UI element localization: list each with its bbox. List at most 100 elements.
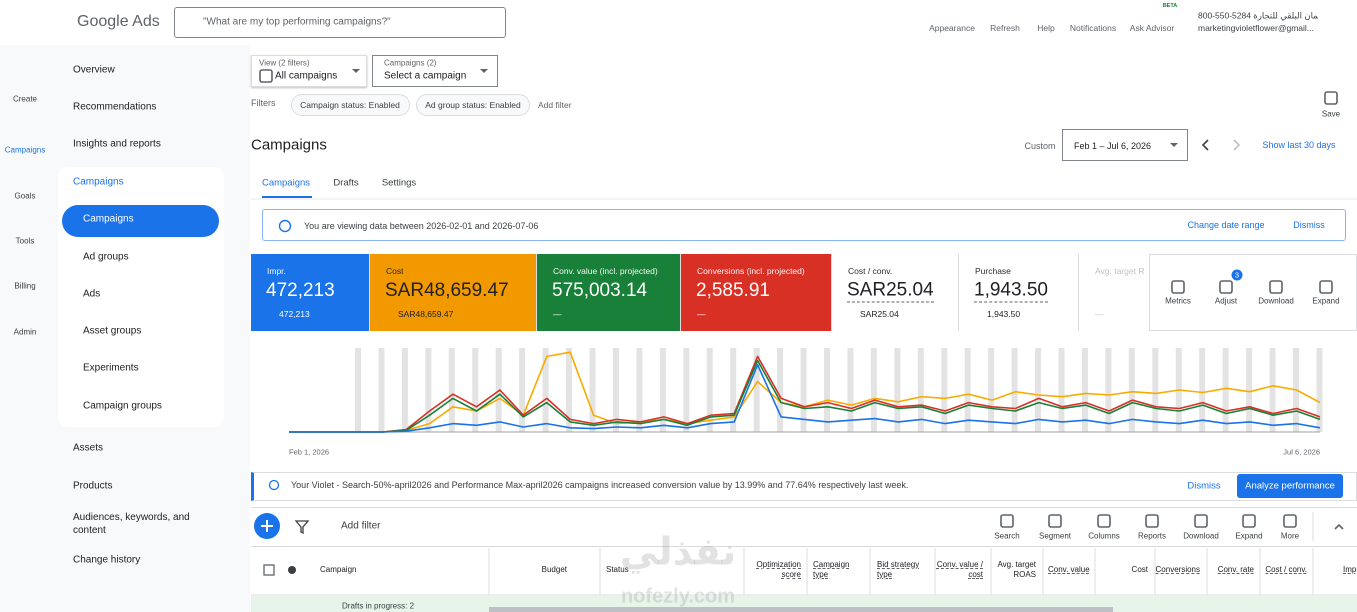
table-tool[interactable]: Segment [1038,531,1072,541]
checkbox [263,564,275,576]
column-header[interactable]: Avg. target ROAS [997,560,1036,579]
campaign-selector[interactable] [372,55,498,87]
weekend-band [1269,348,1276,432]
nav-item[interactable]: Audiences, keywords, and content [73,512,190,536]
chart-tool[interactable]: Metrics [1165,296,1191,306]
selector-label: Campaigns (2) [384,58,437,68]
weekend-band [1011,348,1018,432]
add-filter[interactable]: Add filter [538,100,572,110]
weekend-band [964,348,971,432]
column-header[interactable]: Status [606,565,629,574]
icon [1048,514,1062,528]
icon [1242,514,1256,528]
scorecard-change: — [1095,309,1104,319]
rail-item[interactable]: Create [12,94,38,104]
column-header[interactable]: Optimization score [756,560,801,579]
tab[interactable]: Campaigns [261,177,311,189]
show-last-30-days[interactable]: Show last 30 days [1262,140,1336,150]
chart-tool[interactable]: Expand [1312,296,1340,306]
weekend-band [636,348,643,432]
header-action[interactable]: Help [1037,23,1055,33]
scorecard[interactable] [681,254,832,331]
save-button[interactable]: Save [1321,109,1341,119]
nav-sub-item[interactable]: Campaign groups [83,400,162,412]
tab[interactable]: Drafts [333,177,359,189]
header-action[interactable]: Notifications [1069,23,1117,33]
scorecard[interactable] [370,254,537,331]
filters-label: Filters [251,98,276,108]
table-tool[interactable]: Expand [1235,531,1263,541]
nav-item[interactable]: Insights and reports [73,138,161,150]
insight-dismiss[interactable]: Dismiss [1187,480,1221,492]
column-header[interactable]: Budget [541,565,567,574]
header-action[interactable]: Ask Advisor [1129,23,1175,33]
column-header[interactable]: Campaign [320,565,357,574]
table-tool[interactable]: Download [1183,531,1219,541]
column-header[interactable]: Cost / conv. [1265,565,1307,574]
column-header[interactable]: Impr. [1343,565,1357,574]
product-name: Google Ads [77,13,160,30]
table-add-filter[interactable]: Add filter [341,520,381,532]
scorecard[interactable] [251,254,370,331]
nav-sub-item[interactable]: Campaigns [83,213,134,225]
nav-item[interactable]: Assets [73,442,104,454]
column-header[interactable]: Cost [1131,565,1148,574]
change-date-range[interactable]: Change date range [1187,220,1265,230]
filter-chip[interactable] [291,94,410,116]
scorecard-value: 2,585.91 [696,280,770,301]
rail-item[interactable]: Tools [15,236,35,246]
rail-item[interactable]: Billing [14,281,36,291]
nav-sub-item[interactable]: Experiments [83,362,139,374]
scorecard-value: 472,213 [266,280,335,301]
header-action[interactable]: Refresh [990,23,1020,33]
analyze-button[interactable] [1237,474,1343,498]
date-range-picker[interactable] [1062,129,1188,161]
column-header[interactable]: Campaign type [813,560,850,579]
draft-row-label: Drafts in progress: 2 [342,601,415,611]
header-action[interactable]: Appearance [929,23,975,33]
table-tool[interactable]: Search [994,531,1020,541]
scorecard[interactable] [1079,254,1150,331]
weekend-band [870,348,877,432]
view-selector[interactable] [251,55,367,87]
series-line [289,364,1321,433]
column-header[interactable]: Conv. rate [1217,565,1254,574]
chart-tool[interactable]: Download [1258,296,1294,306]
notice-dismiss[interactable]: Dismiss [1293,220,1325,230]
chevron-icon [1334,523,1344,530]
nav-sub-item[interactable]: Asset groups [83,325,142,337]
nav-item[interactable]: Recommendations [73,101,157,113]
nav-item[interactable]: Products [73,480,113,492]
column-header[interactable]: Bid strategy type [877,560,920,579]
rail-item[interactable]: Campaigns [4,145,46,155]
filter-chip[interactable] [416,94,530,116]
table-tool[interactable]: Reports [1137,531,1167,541]
scorecard-change: — [697,309,706,319]
chart-tool[interactable]: Adjust [1214,296,1238,306]
nav-sub-item[interactable]: Ad groups [83,251,129,263]
weekend-band [894,348,901,432]
search-placeholder: "What are my top performing campaigns?" [203,16,391,28]
column-header[interactable]: Conv. value / cost [936,560,983,579]
scorecard[interactable] [537,254,681,331]
table-tool[interactable]: Columns [1088,531,1120,541]
search-box[interactable] [174,7,506,38]
weekend-band [1222,348,1229,432]
nav-sub-item[interactable]: Ads [83,288,101,300]
tab[interactable]: Settings [381,177,417,189]
column-header[interactable]: Conversions [1155,565,1200,574]
notification-badge-text: ! [1099,3,1103,13]
weekend-band [941,348,948,432]
nav-group-title[interactable]: Campaigns [73,176,124,188]
nav-item[interactable]: Change history [73,554,141,566]
next-arrow [1233,139,1241,151]
scorecard[interactable] [832,254,959,331]
rail-item[interactable]: Admin [13,327,37,337]
nav-item[interactable]: Overview [73,64,115,76]
rail-item[interactable]: Goals [14,191,36,201]
column-header[interactable]: Conv. value [1048,565,1090,574]
scorecard-change: 472,213 [279,309,310,319]
account-name: 800-550-5284 ـة سليمان البلقي للتجارة [1198,10,1318,21]
table-tool[interactable]: More [1280,531,1300,541]
scorecard[interactable] [959,254,1079,331]
